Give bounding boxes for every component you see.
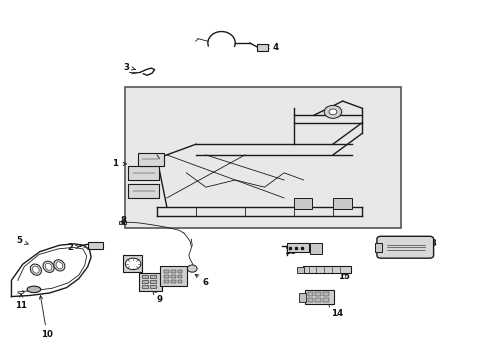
Text: 2: 2 bbox=[67, 243, 79, 252]
Text: 3: 3 bbox=[124, 63, 135, 72]
Text: 15: 15 bbox=[338, 272, 350, 281]
Ellipse shape bbox=[54, 260, 65, 271]
Bar bbox=[171, 270, 175, 273]
Text: 8: 8 bbox=[121, 216, 127, 225]
Text: 9: 9 bbox=[152, 291, 163, 303]
Text: 11: 11 bbox=[15, 294, 27, 310]
Bar bbox=[128, 166, 159, 180]
Bar bbox=[171, 280, 175, 283]
Bar bbox=[375, 243, 382, 252]
Bar bbox=[316, 298, 321, 302]
Bar bbox=[164, 270, 169, 273]
Ellipse shape bbox=[56, 262, 63, 269]
Bar bbox=[303, 266, 350, 273]
Circle shape bbox=[329, 109, 337, 115]
Bar bbox=[177, 280, 182, 283]
Bar bbox=[88, 242, 103, 249]
Bar bbox=[142, 275, 148, 278]
Ellipse shape bbox=[45, 263, 52, 270]
Bar bbox=[164, 280, 169, 283]
Bar bbox=[123, 255, 143, 272]
Bar bbox=[323, 298, 329, 302]
Bar bbox=[333, 198, 351, 209]
Bar bbox=[138, 153, 164, 166]
Text: 4: 4 bbox=[266, 43, 278, 52]
Circle shape bbox=[125, 258, 141, 270]
Bar bbox=[177, 270, 182, 273]
Bar bbox=[150, 285, 156, 288]
Ellipse shape bbox=[32, 266, 39, 273]
Circle shape bbox=[187, 265, 197, 272]
Bar bbox=[316, 292, 321, 296]
Bar bbox=[287, 243, 309, 252]
Text: 14: 14 bbox=[329, 303, 343, 318]
Bar bbox=[128, 184, 159, 198]
Bar bbox=[257, 44, 268, 51]
Ellipse shape bbox=[27, 286, 41, 293]
Bar bbox=[125, 87, 401, 228]
Bar bbox=[164, 275, 169, 278]
Text: 10: 10 bbox=[39, 296, 53, 339]
Text: 1: 1 bbox=[113, 159, 126, 168]
Bar bbox=[310, 243, 322, 253]
FancyBboxPatch shape bbox=[377, 236, 434, 258]
Bar bbox=[323, 292, 329, 296]
Bar bbox=[142, 280, 148, 283]
Bar bbox=[308, 292, 314, 296]
Circle shape bbox=[324, 105, 342, 118]
Bar bbox=[119, 221, 126, 224]
Ellipse shape bbox=[43, 261, 54, 273]
Bar bbox=[308, 298, 314, 302]
Bar bbox=[139, 273, 162, 291]
Bar bbox=[171, 275, 175, 278]
Bar bbox=[297, 267, 304, 273]
Text: 13: 13 bbox=[425, 239, 437, 248]
Text: 7: 7 bbox=[168, 280, 174, 289]
Bar bbox=[305, 290, 334, 304]
Ellipse shape bbox=[30, 264, 42, 275]
Bar bbox=[150, 275, 156, 278]
Bar bbox=[142, 285, 148, 288]
Text: 12: 12 bbox=[122, 255, 135, 267]
Text: 6: 6 bbox=[196, 274, 209, 287]
Bar bbox=[150, 280, 156, 283]
Text: 16: 16 bbox=[284, 247, 296, 256]
Bar bbox=[294, 198, 313, 209]
Bar bbox=[177, 275, 182, 278]
Bar bbox=[160, 266, 187, 286]
Bar bbox=[299, 293, 306, 302]
Text: 5: 5 bbox=[16, 236, 28, 245]
